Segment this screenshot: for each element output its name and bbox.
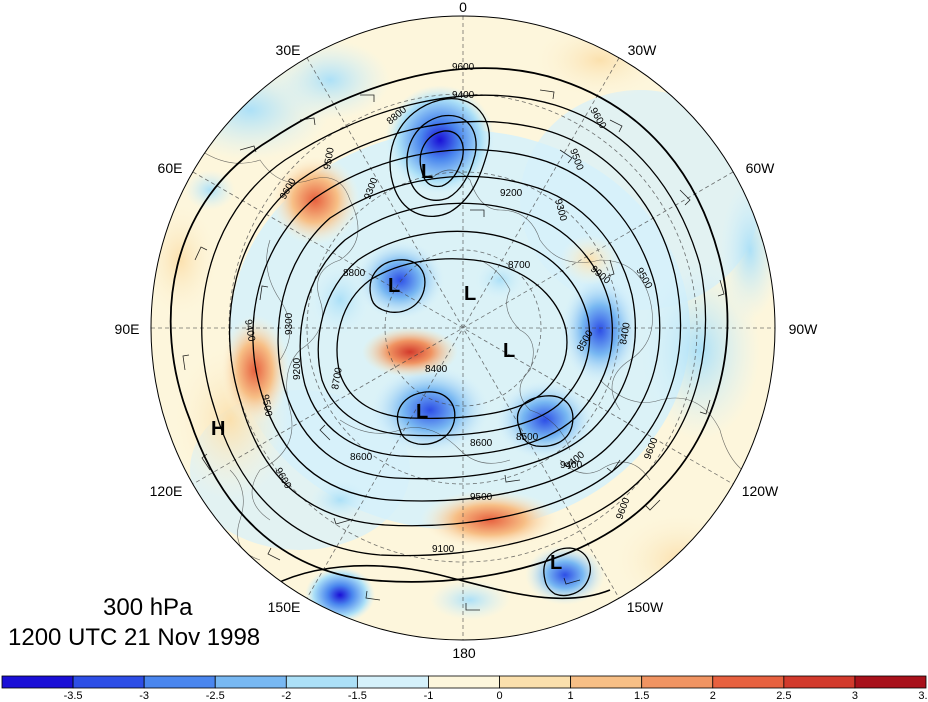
low-marker: L [421,161,433,183]
contour-label: 9200 [292,357,303,380]
colorbar-tick-label: -3.5 [64,690,83,702]
colorbar-tick-label: -1 [424,690,434,702]
colorbar-tick-label: 3 [852,690,858,702]
lon-label-30e: 30E [276,42,301,58]
colorbar-tick-label: 1.5 [634,690,649,702]
colorbar-tick-label: 1 [568,690,574,702]
contour-label: 9500 [470,492,493,503]
low-marker: L [388,275,400,297]
colorbar-box [1,675,74,689]
low-marker: L [550,552,562,574]
contour-label: 9500 [322,146,337,170]
colorbar-box [499,675,572,689]
lon-label-60w: 60W [746,160,776,176]
lon-label-90w: 90W [789,321,819,337]
colorbar-tick-label: -2 [281,690,291,702]
lon-label-90e: 90E [115,321,140,337]
contour-label: 8600 [470,438,493,449]
lon-label-0: 0 [459,0,467,15]
colorbar-tick-label: -3 [139,690,149,702]
lon-label-60e: 60E [158,160,183,176]
contour-label: 9100 [432,544,455,555]
lon-label-150w: 150W [627,599,664,615]
colorbar-box [712,675,785,689]
colorbar-box [854,675,927,689]
colorbar-box [72,675,145,689]
contour-label: 8800 [343,268,366,279]
title-valid-time: 1200 UTC 21 Nov 1998 [8,624,261,651]
contour-label: 8600 [350,452,373,463]
colorbar-box [143,675,216,689]
colorbar-box [214,675,287,689]
contour-label: 9300 [284,312,295,335]
low-marker: L [464,283,476,305]
contour-label: 9600 [452,62,475,73]
colorbar-tick-label: 2 [710,690,716,702]
map-boundary [150,15,776,641]
contour-label: 8500 [516,432,539,443]
pressure-systems: L L L L L L H [211,161,562,574]
height-contours [169,67,729,601]
lon-label-120e: 120E [150,483,183,499]
colorbar-box [285,675,358,689]
graticule [151,16,775,640]
contour-label: 9400 [560,460,583,471]
colorbar-labels: -3.5 -3 -2.5 -2 -1.5 -1 0 1 1.5 2 2.5 3 3.5 [64,690,928,702]
contour-label: 9200 [500,188,523,199]
lon-label-180: 180 [452,645,476,661]
colorbar-tick-label: -1.5 [348,690,367,702]
colorbar-tick-label: 0 [496,690,502,702]
colorbar-tick-label: 3.5 [918,690,928,702]
colorbar-box [570,675,643,689]
colorbar-box [783,675,856,689]
longitude-labels: 0 30W 60W 90W 120W 150W 180 150E 120E 90… [115,0,819,661]
wind-barbs [182,89,725,611]
colorbar-box [356,675,429,689]
colorbar: -3.5 -3 -2.5 -2 -1.5 -1 0 1 1.5 2 2.5 3 3.5 [1,675,928,702]
low-marker: L [503,340,515,362]
contour-label: 8400 [425,364,448,375]
title-pressure-level: 300 hPa [103,594,193,621]
contour-label: 8700 [330,366,345,390]
lon-label-120w: 120W [742,483,779,499]
colorbar-box [428,675,500,689]
contour-label: 8700 [508,260,531,271]
high-marker: H [211,418,225,440]
contour-label: 9500 [259,394,274,418]
colorbar-tick-label: 2.5 [776,690,791,702]
colorbar-tick-label: -2.5 [206,690,225,702]
contour-label: 9400 [452,90,475,101]
colorbar-boxes [1,675,927,689]
contour-label: 8400 [618,321,633,345]
lon-label-30w: 30W [628,42,658,58]
contour-label: 9400 [242,319,257,343]
colorbar-box [641,675,714,689]
lon-label-150e: 150E [268,599,301,615]
low-marker: L [416,401,428,423]
